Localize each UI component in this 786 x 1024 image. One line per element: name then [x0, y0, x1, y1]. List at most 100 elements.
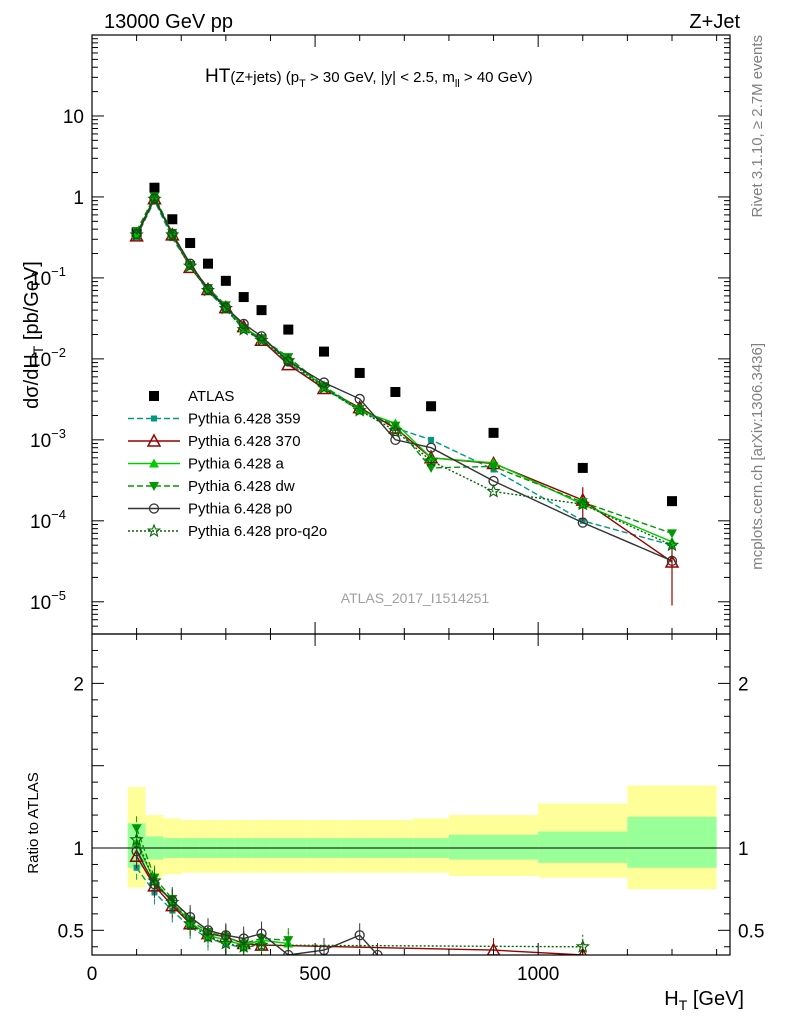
top-ylabel-main: dσ/dH	[21, 354, 43, 409]
data-point-ppro	[281, 353, 296, 367]
watermark: ATLAS_2017_I1514251	[341, 590, 490, 606]
data-point-ppro	[254, 332, 269, 347]
top-plot-area	[129, 182, 680, 606]
data-point-atlas	[319, 346, 329, 357]
mcplots-label: mcplots.cern.ch [arXiv:1306.3436]	[749, 343, 766, 570]
data-point-pdw	[577, 498, 588, 508]
legend-item-pdw: Pythia 6.428 dw	[128, 478, 295, 495]
data-point-pdw	[283, 353, 294, 363]
data-point-atlas	[149, 182, 160, 193]
tick-base: 10	[30, 593, 51, 614]
legend-marker	[146, 433, 162, 447]
plot-title-sub-ll: ll	[455, 78, 460, 90]
legend-label: Pythia 6.428 dw	[188, 478, 295, 495]
bottom-ylabel: Ratio to ATLAS	[25, 772, 42, 873]
data-point-pp0	[390, 434, 401, 445]
data-point-pdw	[426, 463, 437, 473]
plot-title-sub-t: T	[299, 78, 306, 90]
x-axis-label: HT [GeV]	[664, 988, 744, 1013]
data-point-atlas	[220, 275, 231, 286]
data-point-atlas	[577, 462, 588, 473]
plot-title-sub3: > 40 GeV)	[460, 69, 533, 86]
data-point-atlas	[667, 496, 677, 507]
xtick-label: 500	[299, 964, 331, 985]
ratio-point-ppro	[200, 929, 216, 943]
ratio-point-p370	[486, 942, 501, 955]
ratio-bands	[92, 785, 730, 890]
series-line-ppro	[135, 197, 673, 546]
tick-exp: −1	[51, 264, 66, 279]
bottom-ytick-label-right: 2	[738, 674, 749, 695]
data-point-atlas	[238, 292, 249, 303]
legend-label: Pythia 6.428 a	[188, 456, 285, 473]
bottom-ytick-label-right: 1	[738, 839, 749, 860]
xtick-label: 0	[87, 964, 98, 985]
legend-item-p370: Pythia 6.428 370	[128, 433, 301, 450]
top-ytick-label: 10−3	[30, 426, 66, 452]
legend: ATLAS Pythia 6.428 359 Pythia 6.428 370 Pyt…	[128, 388, 327, 540]
data-point-atlas	[354, 367, 365, 378]
data-point-pp0	[666, 555, 678, 567]
data-point-ppro	[316, 380, 332, 394]
series-ppro	[129, 191, 680, 552]
tick-exp: −3	[51, 426, 66, 441]
ratio-point-ppro	[129, 832, 144, 846]
data-point-pp0	[425, 442, 437, 453]
data-point-atlas	[390, 386, 401, 397]
header-left: 13000 GeV pp	[104, 11, 233, 33]
bottom-ytick-label-left: 0.5	[58, 921, 84, 942]
data-point-pdw	[256, 334, 267, 344]
data-point-ppro	[664, 537, 680, 552]
ratio-point-ppro	[182, 916, 198, 930]
data-point-ppro	[423, 453, 439, 467]
plot-title-sub2: > 30 GeV, |y| < 2.5, m	[306, 69, 455, 86]
series-line-pp0	[135, 196, 673, 562]
ratio-point-pdw	[283, 936, 294, 946]
series-p359	[133, 197, 675, 549]
data-point-atlas	[488, 427, 499, 438]
data-point-ppro	[165, 227, 180, 241]
bottom-plot-area	[129, 816, 590, 955]
bottom-ytick-label-left: 1	[73, 839, 84, 860]
legend-label: ATLAS	[188, 388, 234, 405]
ratio-point-pp0	[372, 949, 383, 955]
top-ytick-label: 1	[73, 188, 84, 209]
data-point-pp0	[577, 517, 588, 528]
data-point-atlas	[256, 305, 267, 316]
tick-exp: −2	[51, 345, 66, 360]
data-point-atlas	[426, 401, 437, 412]
legend-marker	[149, 482, 159, 491]
tick-base: 10	[30, 512, 51, 533]
tick-exp: −5	[51, 588, 66, 603]
bottom-ytick-label-right: 0.5	[738, 921, 764, 942]
top-ylabel: dσ/dHT [pb/GeV]	[21, 261, 46, 409]
data-point-ppro	[575, 496, 590, 511]
series-line-p359	[135, 198, 673, 546]
rivet-label: Rivet 3.1.10, ≥ 2.7M events	[749, 35, 766, 218]
data-point-ppro	[486, 484, 501, 498]
data-point-pdw	[354, 405, 365, 415]
legend-label: Pythia 6.428 p0	[188, 501, 292, 518]
data-point-atlas	[203, 258, 213, 269]
x-label-main: H	[664, 988, 678, 1010]
legend-label: Pythia 6.428 370	[188, 433, 301, 450]
header-right: Z+Jet	[689, 11, 740, 33]
top-ylabel-unit: [pb/GeV]	[21, 261, 43, 346]
ratio-point-ppro	[218, 936, 234, 950]
data-point-pdw	[667, 529, 677, 539]
tick-exp: −4	[51, 507, 66, 522]
legend-marker	[146, 523, 162, 538]
data-point-p359	[428, 436, 435, 443]
top-ytick-label: 10	[63, 107, 84, 128]
data-point-pdw	[185, 260, 196, 270]
data-point-atlas	[185, 237, 196, 248]
data-point-p370	[423, 450, 439, 464]
legend-label: Pythia 6.428 pro-q2o	[188, 523, 327, 540]
legend-marker	[148, 503, 160, 514]
top-ytick-label: 10−2	[30, 345, 66, 371]
ratio-point-pp0	[283, 949, 294, 955]
legend-item-pp0: Pythia 6.428 p0	[128, 501, 292, 518]
tick-base: 10	[30, 350, 51, 371]
